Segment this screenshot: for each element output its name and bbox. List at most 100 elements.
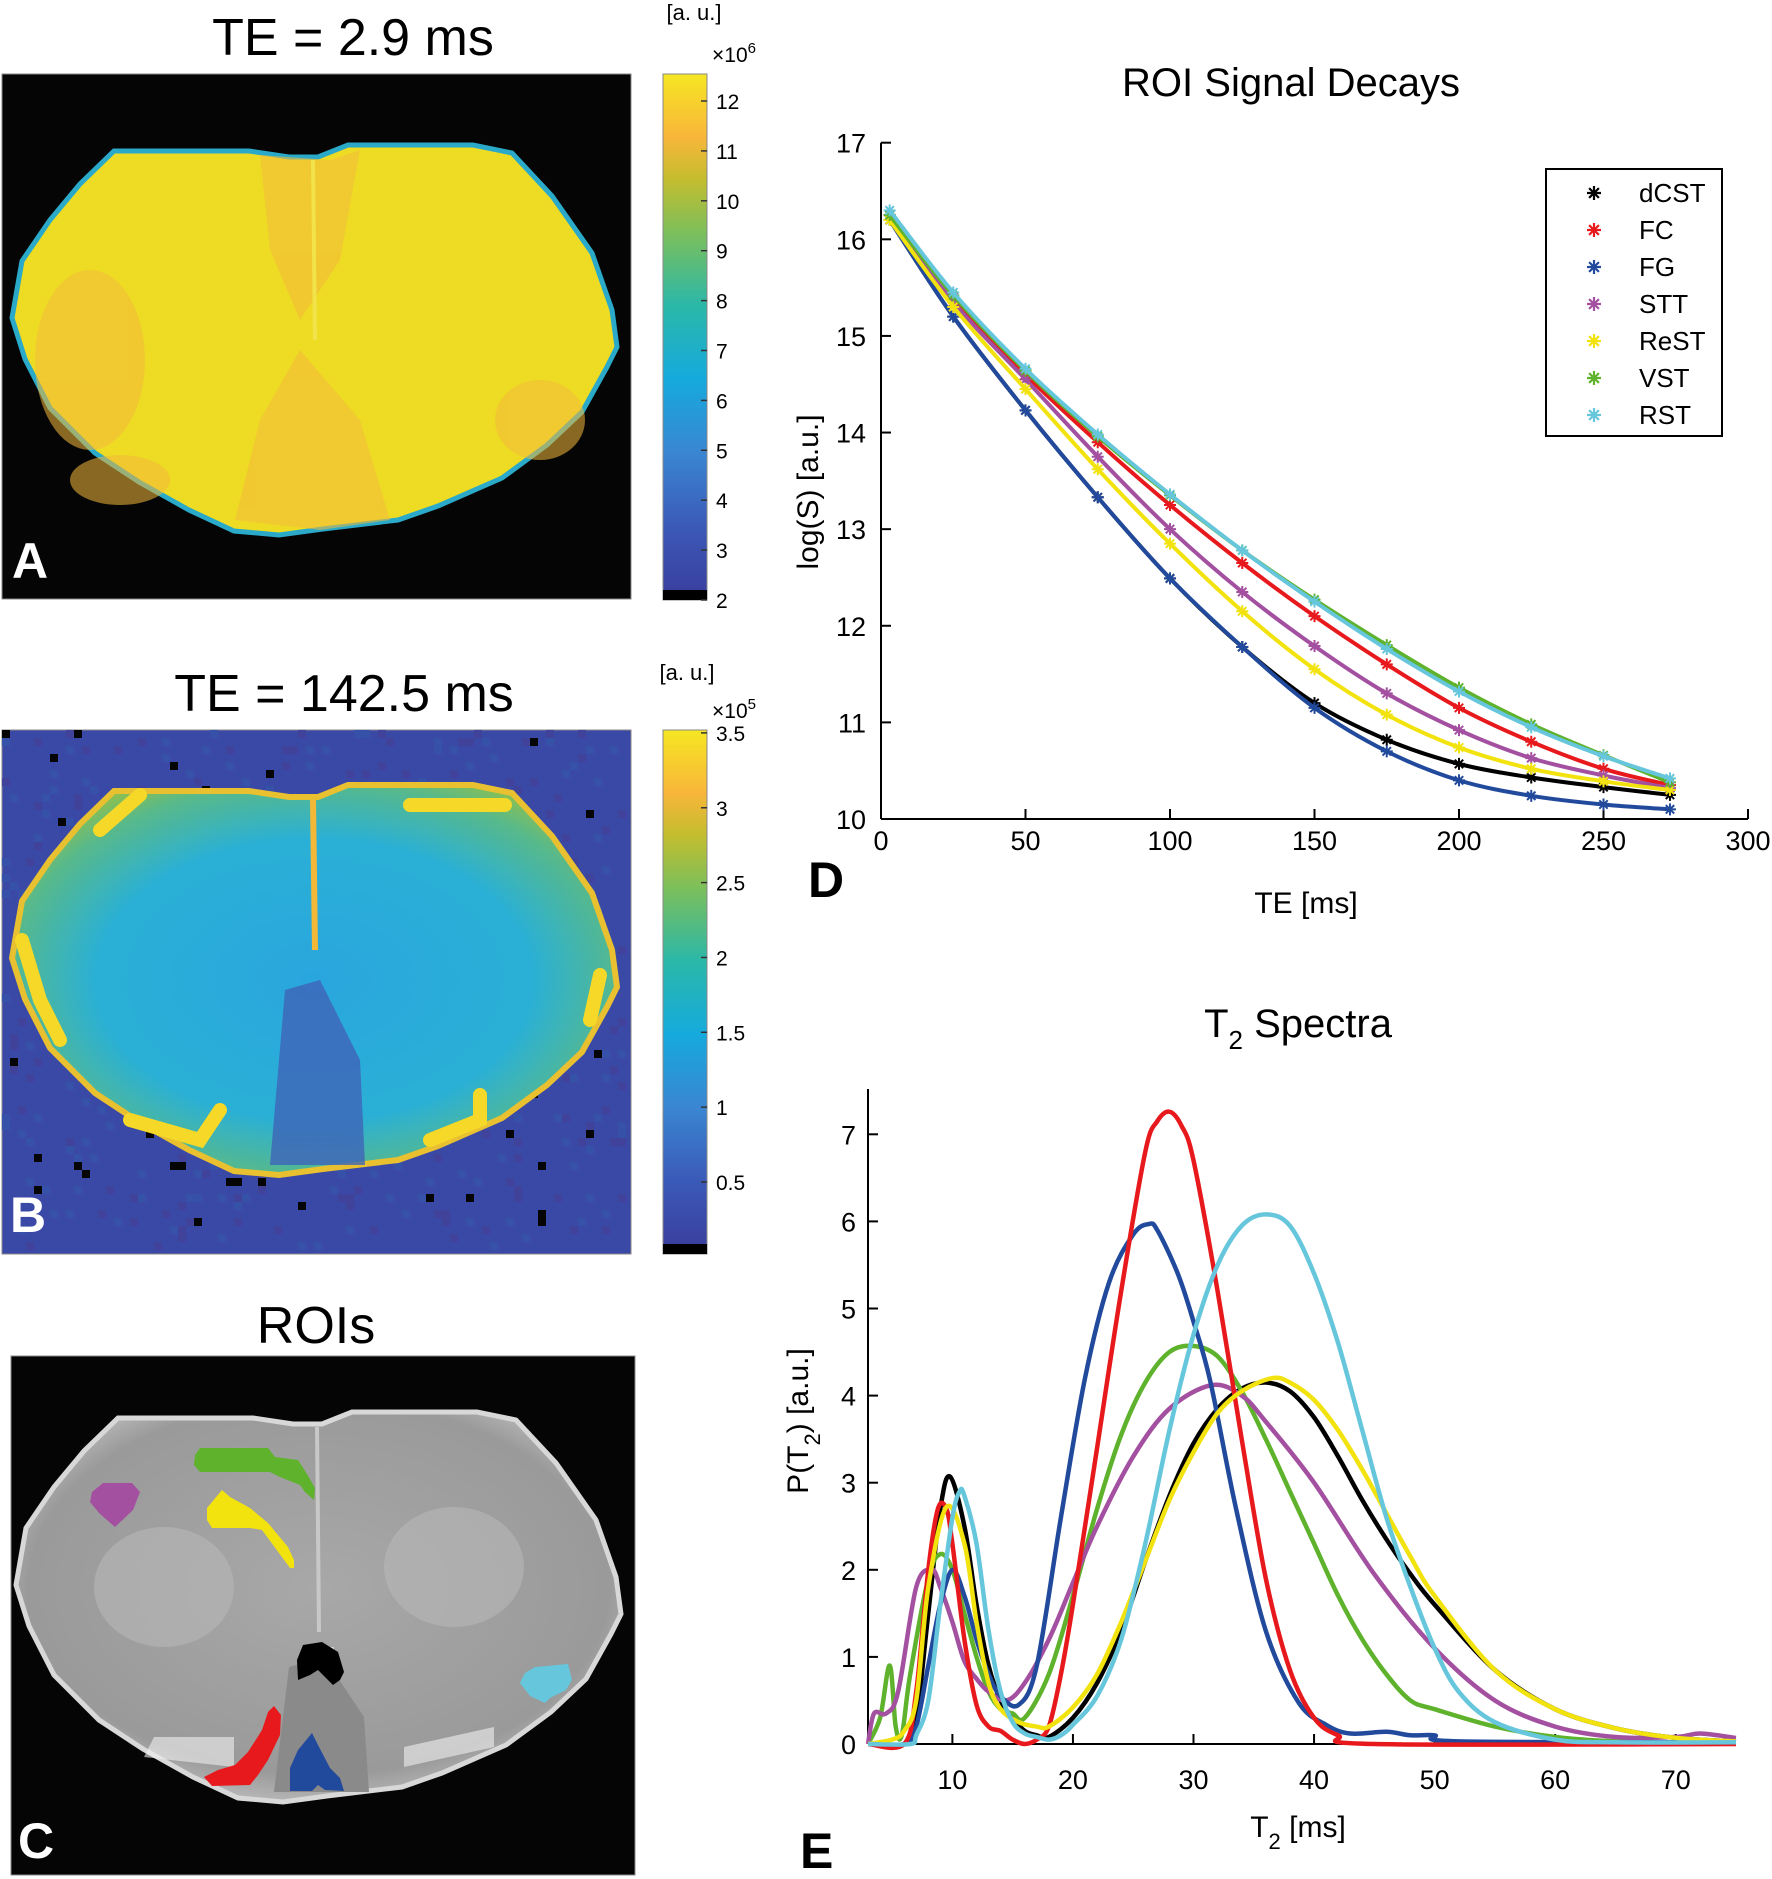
x-tick-label: 60	[1540, 1765, 1570, 1795]
noise-pixel	[594, 1114, 602, 1122]
series-ReST	[883, 213, 1676, 797]
colorbar-tick-label: 10	[716, 191, 739, 214]
noise-pixel	[146, 1130, 154, 1138]
noise-pixel	[378, 762, 386, 770]
spectrum-line-5	[867, 1375, 1737, 1747]
noise-pixel	[330, 1186, 338, 1194]
legend-marker	[1587, 408, 1601, 422]
fit-line	[888, 209, 1671, 781]
noise-pixel	[138, 1194, 146, 1202]
noise-pixel	[66, 1082, 74, 1090]
noise-pixel	[290, 746, 298, 754]
noise-pixel	[594, 1050, 602, 1058]
noise-pixel	[74, 1186, 82, 1194]
noise-pixel	[282, 762, 290, 770]
noise-pixel	[170, 1162, 178, 1170]
noise-pixel	[570, 858, 578, 866]
noise-pixel	[586, 1130, 594, 1138]
noise-pixel	[10, 1066, 18, 1074]
noise-pixel	[618, 1130, 626, 1138]
legend-label: VST	[1639, 363, 1690, 393]
y-tick-label: 15	[836, 322, 866, 352]
noise-pixel	[570, 1074, 578, 1082]
ventricle-b	[270, 980, 365, 1165]
colorbar-b-multiplier: ×105	[712, 696, 756, 723]
noise-pixel	[610, 1026, 618, 1034]
panel-c-title: ROIs	[257, 1297, 375, 1355]
noise-pixel	[314, 1242, 322, 1250]
panel-label-c: C	[18, 1813, 54, 1869]
legend-marker	[1587, 371, 1601, 385]
noise-pixel	[154, 1242, 162, 1250]
colorbar-tick-label: 6	[716, 390, 728, 413]
panel-b-title: TE = 142.5 ms	[174, 665, 514, 723]
noise-pixel	[482, 1130, 490, 1138]
noise-pixel	[50, 1210, 58, 1218]
panel-label-e: E	[800, 1823, 833, 1879]
noise-pixel	[394, 1162, 402, 1170]
noise-pixel	[586, 874, 594, 882]
noise-pixel	[34, 842, 42, 850]
noise-pixel	[458, 1170, 466, 1178]
panel-a-title: TE = 2.9 ms	[212, 9, 494, 67]
noise-pixel	[498, 1154, 506, 1162]
noise-pixel	[402, 770, 410, 778]
y-tick-label: 16	[836, 225, 866, 255]
noise-pixel	[26, 1178, 34, 1186]
noise-pixel	[194, 1218, 202, 1226]
noise-pixel	[82, 1138, 90, 1146]
noise-pixel	[570, 1226, 578, 1234]
noise-pixel	[282, 746, 290, 754]
chart-e-ticks: 10 20 30 40 50 60 70 0 1 2 3 4 5 6 7	[841, 1120, 1691, 1795]
noise-pixel	[210, 1162, 218, 1170]
noise-pixel	[426, 1194, 434, 1202]
noise-pixel	[618, 810, 626, 818]
chart-e-title: T2 Spectra	[1204, 1002, 1393, 1055]
colorbar-tick-label: 11	[716, 141, 738, 164]
noise-pixel	[138, 1170, 146, 1178]
legend-label: ReST	[1639, 326, 1706, 356]
noise-pixel	[610, 1138, 618, 1146]
noise-pixel	[74, 802, 82, 810]
noise-pixel	[234, 1178, 242, 1186]
legend-label: FC	[1639, 215, 1674, 245]
x-tick-label: 100	[1147, 826, 1192, 856]
noise-pixel	[418, 1194, 426, 1202]
colorbar-tick-label: 5	[716, 440, 728, 463]
noise-pixel	[130, 1194, 138, 1202]
noise-pixel	[50, 770, 58, 778]
roi-fc	[204, 1706, 281, 1786]
noise-pixel	[34, 1058, 42, 1066]
noise-pixel	[578, 754, 586, 762]
noise-pixel	[490, 754, 498, 762]
noise-pixel	[242, 1194, 250, 1202]
noise-pixel	[66, 1210, 74, 1218]
noise-pixel	[562, 834, 570, 842]
noise-pixel	[618, 1122, 626, 1130]
bright-edges-b	[15, 788, 607, 1149]
y-tick-label: 1	[841, 1643, 856, 1673]
noise-pixel	[618, 1138, 626, 1146]
noise-pixel	[362, 730, 370, 738]
panel-label-b: B	[10, 1187, 46, 1243]
legend-marker	[1587, 297, 1601, 311]
noise-pixel	[50, 754, 58, 762]
noise-pixel	[178, 1154, 186, 1162]
noise-pixel	[586, 1146, 594, 1154]
chart-e-series	[865, 1109, 1737, 1751]
spectrum-line-4	[867, 1109, 1737, 1751]
noise-pixel	[114, 1218, 122, 1226]
panel-b: TE = 142.5 ms B [a. u.] ×105 0.5 1 1.5 2 2.5…	[1, 660, 756, 1255]
noise-pixel	[50, 786, 58, 794]
noise-pixel	[578, 1218, 586, 1226]
noise-pixel	[346, 1226, 354, 1234]
noise-pixel	[2, 738, 10, 746]
noise-pixel	[90, 786, 98, 794]
noise-pixel	[2, 874, 10, 882]
noise-pixel	[66, 818, 74, 826]
colorbar-b-ticks: 0.5 1 1.5 2 2.5 3 3.5	[701, 723, 745, 1195]
noise-pixel	[74, 1162, 82, 1170]
noise-pixel	[618, 946, 626, 954]
noise-pixel	[26, 858, 34, 866]
x-tick-label: 50	[1010, 826, 1040, 856]
